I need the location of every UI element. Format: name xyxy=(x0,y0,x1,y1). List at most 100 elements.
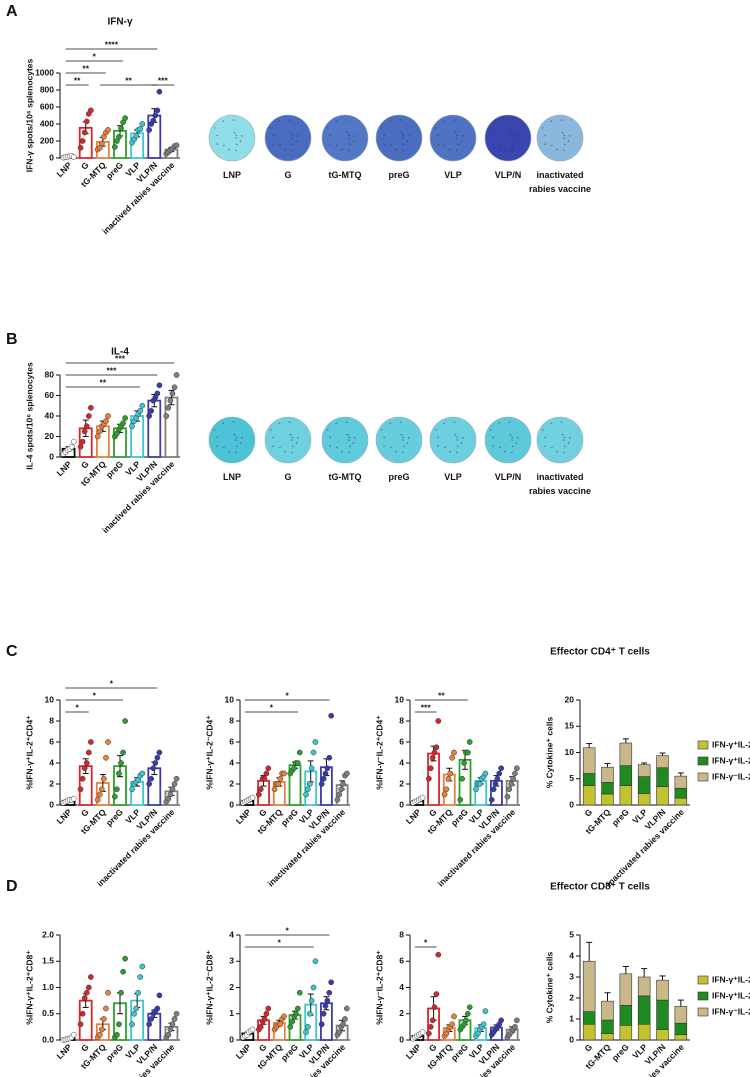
well-spot xyxy=(292,143,294,146)
data-point xyxy=(169,1021,176,1028)
well-spot xyxy=(380,429,383,431)
data-point xyxy=(146,413,152,419)
panel-heading: Effector CD4⁺ T cells xyxy=(550,647,650,658)
well-spot xyxy=(515,442,518,444)
well-spot xyxy=(349,445,351,448)
well-spot xyxy=(544,143,547,145)
well-spot xyxy=(492,134,495,137)
data-point xyxy=(81,995,88,1001)
panel-letter: D xyxy=(6,878,18,895)
data-point xyxy=(83,989,90,996)
well-spot xyxy=(489,429,492,431)
bar-segment xyxy=(601,1000,614,1021)
data-point xyxy=(514,1017,520,1024)
well-label: LNP xyxy=(223,472,241,482)
significance-label: *** xyxy=(421,702,432,712)
well-spot xyxy=(406,140,409,142)
well-spot xyxy=(443,120,446,122)
data-point xyxy=(294,1005,301,1012)
well-spot xyxy=(512,143,514,146)
significance-label: ** xyxy=(438,690,445,700)
data-point xyxy=(451,1013,457,1020)
data-point xyxy=(447,770,454,777)
well-spot xyxy=(437,143,440,145)
data-point xyxy=(277,1021,284,1028)
data-point xyxy=(256,791,262,798)
legend-swatch xyxy=(697,756,709,766)
well-spot xyxy=(541,429,544,431)
bar-segment xyxy=(656,1029,669,1041)
well-spot xyxy=(383,436,386,439)
data-point xyxy=(257,786,264,793)
bar-segment xyxy=(582,960,596,1012)
data-point xyxy=(98,140,105,147)
well-spot xyxy=(239,140,242,142)
well-spot xyxy=(434,429,437,431)
well-spot xyxy=(498,422,501,424)
legend-label: IFN-γ⁺IL-2⁻CD4⁺ xyxy=(712,755,750,765)
legend-swatch xyxy=(697,975,709,985)
data-point xyxy=(98,1026,105,1033)
bar-segment xyxy=(637,776,651,794)
data-point xyxy=(433,991,440,997)
bar-segment xyxy=(582,747,596,774)
well-spot xyxy=(232,119,235,121)
data-point xyxy=(101,1016,107,1022)
data-point xyxy=(512,1024,518,1030)
well-spot xyxy=(329,445,332,447)
y-tick-label: 0.5 xyxy=(42,1008,54,1018)
data-point xyxy=(342,1016,348,1022)
data-point xyxy=(129,786,135,793)
well-spot xyxy=(346,131,349,134)
data-point xyxy=(120,420,126,427)
y-tick-label: 0 xyxy=(49,152,54,162)
y-tick-label: 10 xyxy=(395,694,405,704)
data-point xyxy=(171,384,178,391)
well-spot xyxy=(326,429,329,431)
y-tick-label: 10 xyxy=(225,694,235,704)
data-point xyxy=(88,739,94,745)
well-spot xyxy=(515,140,518,142)
well-spot xyxy=(449,450,451,453)
data-point xyxy=(98,786,105,793)
data-point xyxy=(139,770,146,777)
y-tick-label: 1.5 xyxy=(42,956,54,966)
data-point xyxy=(498,765,504,772)
x-tick-label: G xyxy=(79,807,91,819)
data-point xyxy=(287,1024,294,1030)
data-point xyxy=(120,749,126,756)
bar-segment xyxy=(582,1011,596,1025)
well-spot xyxy=(511,436,514,439)
well-spot xyxy=(489,127,492,129)
significance-label: * xyxy=(93,51,97,61)
data-point xyxy=(473,786,479,793)
significance-label: *** xyxy=(158,75,169,85)
y-tick-label: 800 xyxy=(40,84,54,94)
well-spot xyxy=(348,436,351,439)
y-axis-label: %IFN-γ⁻IL-2⁺CD4⁺ xyxy=(374,715,384,790)
x-tick-label: LNP xyxy=(234,1042,253,1061)
y-axis-label: %IFN-γ⁻IL-2⁺CD8⁺ xyxy=(374,950,384,1025)
well-spot xyxy=(269,127,272,129)
data-point xyxy=(334,796,341,803)
well-label: tG-MTQ xyxy=(328,472,362,482)
significance-label: *** xyxy=(115,353,126,363)
well-spot xyxy=(568,135,571,137)
y-tick-label: 0 xyxy=(569,799,574,809)
well-spot xyxy=(289,433,292,436)
y-tick-label: 4 xyxy=(399,757,404,767)
y-tick-label: 6 xyxy=(229,736,234,746)
well-spot xyxy=(329,134,332,137)
well-spot xyxy=(454,433,457,436)
y-axis-label: %IFN-γ⁺IL-2⁻CD8⁺ xyxy=(204,950,214,1025)
data-point xyxy=(480,1021,487,1028)
y-tick-label: 3 xyxy=(569,971,574,981)
well-spot xyxy=(509,433,512,436)
data-point xyxy=(482,770,489,777)
significance-label: * xyxy=(110,678,114,688)
y-tick-label: 2 xyxy=(49,778,54,788)
y-tick-label: 5 xyxy=(569,929,574,939)
data-point xyxy=(148,775,155,782)
data-point xyxy=(79,1010,86,1017)
